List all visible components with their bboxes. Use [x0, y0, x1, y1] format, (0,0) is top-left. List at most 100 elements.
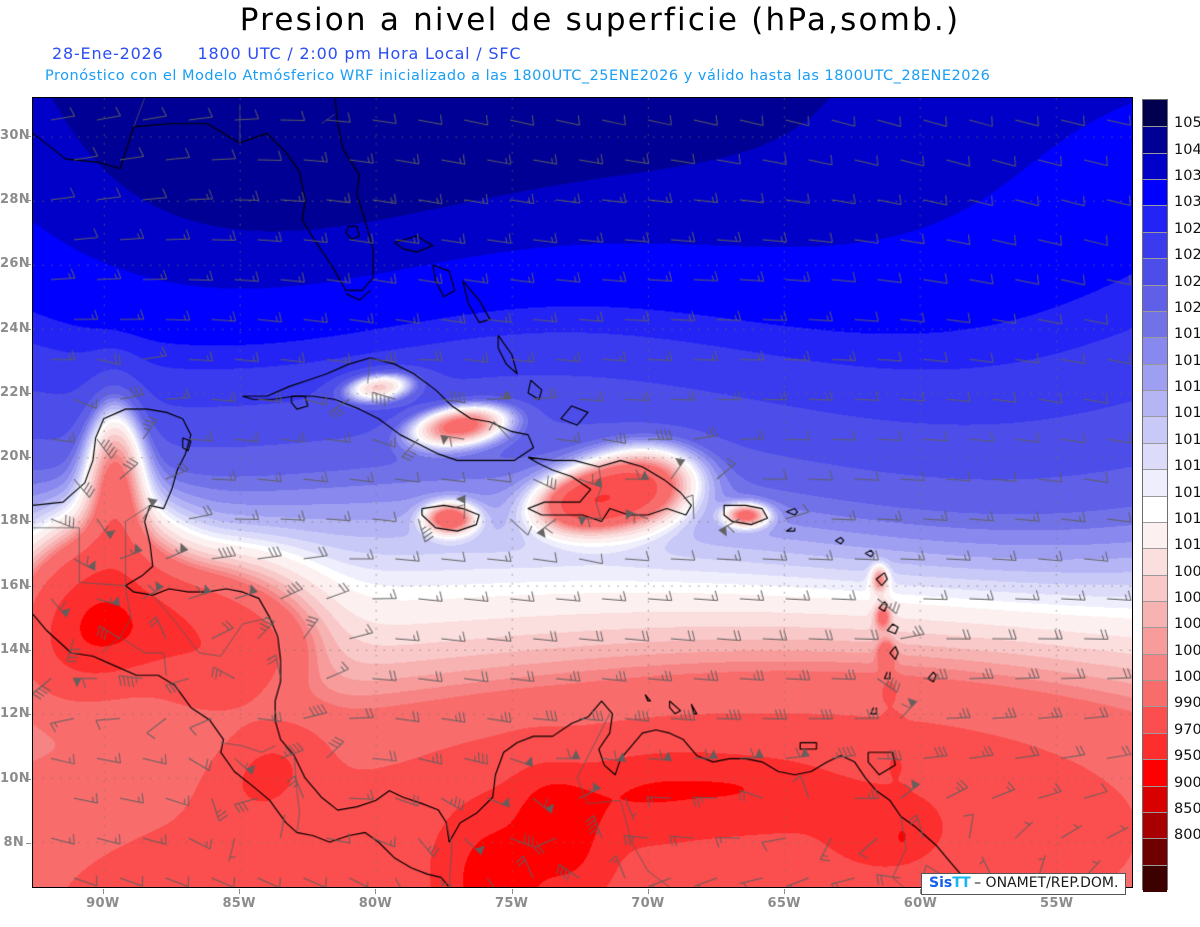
colorbar-swatch — [1143, 390, 1167, 417]
colorbar-swatch — [1143, 337, 1167, 365]
colorbar-swatch — [1143, 363, 1167, 391]
colorbar-tick-label: 1014 — [1174, 458, 1200, 475]
colorbar-swatch — [1143, 653, 1167, 681]
colorbar-swatch — [1143, 627, 1167, 655]
colorbar-divider — [1143, 205, 1167, 207]
y-axis-tick-label: 16N — [0, 577, 30, 593]
colorbar-divider — [1143, 838, 1167, 840]
forecast-time: 1800 UTC / 2:00 pm Hora Local / SFC — [197, 44, 522, 63]
colorbar-swatch — [1143, 759, 1167, 787]
y-axis-tick-label: 30N — [0, 127, 30, 143]
colorbar-tick-label: 1030 — [1174, 194, 1200, 211]
colorbar-swatch — [1143, 732, 1167, 760]
colorbar-tick-label: 1050 — [1174, 115, 1200, 132]
colorbar-swatch — [1143, 100, 1167, 127]
colorbar-swatch — [1143, 600, 1167, 628]
y-axis-tick-label: 18N — [0, 513, 30, 529]
colorbar-tick-label: 1020 — [1174, 299, 1200, 316]
map-plot-area — [32, 97, 1133, 888]
y-axis-tick-label: 8N — [3, 834, 24, 850]
x-axis-tick-label: 80W — [358, 896, 393, 911]
colorbar-divider — [1143, 416, 1167, 418]
y-axis-tick — [26, 842, 31, 844]
y-axis-tick-label: 24N — [0, 320, 30, 336]
colorbar-tick-label: 990 — [1174, 695, 1200, 712]
colorbar-swatch — [1143, 521, 1167, 549]
colorbar-swatch — [1143, 574, 1167, 602]
colorbar-swatch — [1143, 179, 1167, 207]
colorbar-tick-label: 850 — [1174, 800, 1200, 817]
colorbar-tick-label: 1035 — [1174, 168, 1200, 185]
colorbar-tick-label: 1019 — [1174, 326, 1200, 343]
y-axis-tick-label: 20N — [0, 449, 30, 465]
x-axis-tick-label: 60W — [903, 896, 938, 911]
colorbar-tick-label: 1006 — [1174, 589, 1200, 606]
colorbar-swatch — [1143, 152, 1167, 180]
y-axis-tick — [26, 521, 31, 523]
x-axis-tick — [239, 889, 241, 894]
colorbar-divider — [1143, 627, 1167, 629]
colorbar-tick-label: 900 — [1174, 774, 1200, 791]
y-axis-tick — [26, 199, 31, 201]
colorbar-swatch — [1143, 811, 1167, 839]
pressure-field-canvas — [33, 98, 1132, 887]
colorbar-divider — [1143, 811, 1167, 813]
colorbar-tick-label: 1002 — [1174, 642, 1200, 659]
x-axis-tick-label: 90W — [86, 896, 120, 911]
colorbar-tick-label: 1016 — [1174, 405, 1200, 422]
colorbar-divider — [1143, 732, 1167, 734]
colorbar-tick-label: 1018 — [1174, 352, 1200, 369]
colorbar — [1142, 99, 1168, 892]
colorbar-divider — [1143, 390, 1167, 392]
colorbar-divider — [1143, 521, 1167, 523]
colorbar-divider — [1143, 785, 1167, 787]
colorbar-swatch — [1143, 785, 1167, 813]
y-axis-tick — [26, 585, 31, 587]
watermark-sis-text: Sis — [929, 875, 953, 891]
y-axis-tick — [26, 264, 31, 266]
colorbar-divider — [1143, 363, 1167, 365]
colorbar-divider — [1143, 706, 1167, 708]
model-description-line: Pronóstico con el Modelo Atmósferico WRF… — [45, 68, 991, 84]
colorbar-swatch — [1143, 548, 1167, 576]
y-axis-tick — [26, 714, 31, 716]
y-axis-tick-label: 10N — [0, 770, 30, 786]
colorbar-divider — [1143, 574, 1167, 576]
colorbar-tick-label: 1000 — [1174, 669, 1200, 686]
colorbar-tick-label: 950 — [1174, 748, 1200, 765]
colorbar-tick-label: 1010 — [1174, 537, 1200, 554]
colorbar-swatch — [1143, 864, 1167, 892]
colorbar-divider — [1143, 442, 1167, 444]
colorbar-divider — [1143, 759, 1167, 761]
y-axis-tick-label: 22N — [0, 384, 30, 400]
colorbar-swatch — [1143, 205, 1167, 233]
colorbar-tick-label: 1025 — [1174, 247, 1200, 264]
colorbar-swatch — [1143, 126, 1167, 154]
colorbar-swatch — [1143, 838, 1167, 866]
colorbar-divider — [1143, 495, 1167, 497]
colorbar-divider — [1143, 258, 1167, 260]
colorbar-divider — [1143, 152, 1167, 154]
colorbar-tick-label: 1022 — [1174, 273, 1200, 290]
colorbar-swatch — [1143, 706, 1167, 734]
colorbar-tick-label: 1015 — [1174, 431, 1200, 448]
y-axis-tick — [26, 457, 31, 459]
colorbar-divider — [1143, 469, 1167, 471]
y-axis-tick-label: 14N — [0, 642, 30, 658]
y-axis-tick — [26, 328, 31, 330]
colorbar-divider — [1143, 284, 1167, 286]
x-axis-tick-label: 75W — [494, 896, 529, 911]
colorbar-tick-label: 1008 — [1174, 563, 1200, 580]
x-axis-tick — [920, 889, 922, 894]
colorbar-swatch — [1143, 469, 1167, 497]
colorbar-swatch — [1143, 231, 1167, 259]
colorbar-divider — [1143, 310, 1167, 312]
colorbar-swatch — [1143, 680, 1167, 708]
colorbar-swatch — [1143, 284, 1167, 312]
colorbar-swatch — [1143, 495, 1167, 523]
date-time-line: 28-Ene-2026 1800 UTC / 2:00 pm Hora Local… — [52, 44, 521, 63]
x-axis-tick — [102, 889, 104, 894]
colorbar-tick-label: 1028 — [1174, 220, 1200, 237]
x-axis-tick — [784, 889, 786, 894]
x-axis-tick-label: 85W — [222, 896, 256, 911]
